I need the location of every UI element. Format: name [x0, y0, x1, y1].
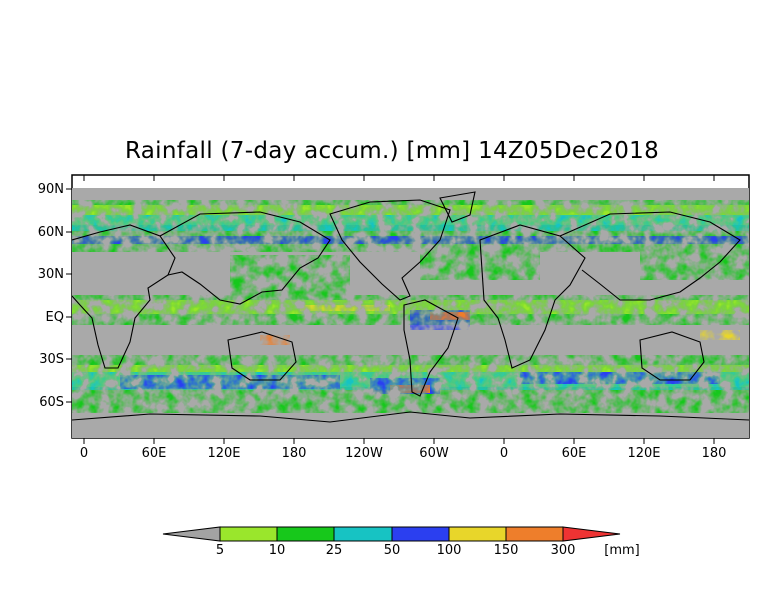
colorbar-tick-label: 100: [437, 543, 462, 558]
lat-label: 90N: [38, 182, 64, 197]
colorbar-unit: [mm]: [604, 543, 639, 558]
map-title: Rainfall (7-day accum.) [mm] 14Z05Dec201…: [125, 138, 659, 164]
precip-field: [72, 191, 749, 423]
top-ticks: [83, 175, 715, 181]
lon-axis: 0 60E 120E 180 120W 60W 0 60E 120E 180: [80, 438, 727, 461]
lon-label: 0: [500, 446, 508, 461]
colorbar-bin: [219, 526, 278, 542]
colorbar-tick-label: 10: [269, 543, 286, 558]
lon-label: 180: [702, 446, 727, 461]
lat-label: 30S: [39, 352, 64, 367]
lon-label: 0: [80, 446, 88, 461]
colorbar-over-arrow: [562, 526, 621, 542]
lon-label: 120W: [345, 446, 383, 461]
lat-axis: 90N 60N 30N EQ 30S 60S: [38, 182, 72, 410]
colorbar-labels: 5 10 25 50 100 150 300 [mm]: [216, 543, 640, 558]
precip-band-blue: [72, 236, 749, 394]
colorbar-bin: [276, 526, 335, 542]
lon-label: 60E: [562, 446, 587, 461]
colorbar: [162, 526, 621, 542]
lat-label: 60S: [39, 395, 64, 410]
lon-label: 60W: [419, 446, 449, 461]
precip-band-heavy: [260, 305, 740, 393]
lat-label: 30N: [38, 267, 64, 282]
lon-label: 180: [282, 446, 307, 461]
lat-label: 60N: [38, 225, 64, 240]
lon-label: 120E: [627, 446, 660, 461]
lat-label: EQ: [46, 310, 64, 325]
colorbar-under-arrow: [162, 526, 221, 542]
colorbar-tick-label: 150: [494, 543, 519, 558]
colorbar-bin: [505, 526, 564, 542]
colorbar-tick-label: 50: [384, 543, 401, 558]
lon-label: 60E: [142, 446, 167, 461]
lon-label: 120E: [207, 446, 240, 461]
colorbar-tick-label: 25: [326, 543, 343, 558]
colorbar-bin: [333, 526, 393, 542]
coastlines: [72, 191, 749, 423]
colorbar-bin: [391, 526, 450, 542]
colorbar-tick-label: 300: [551, 543, 576, 558]
colorbar-bin: [448, 526, 507, 542]
colorbar-tick-label: 5: [216, 543, 224, 558]
